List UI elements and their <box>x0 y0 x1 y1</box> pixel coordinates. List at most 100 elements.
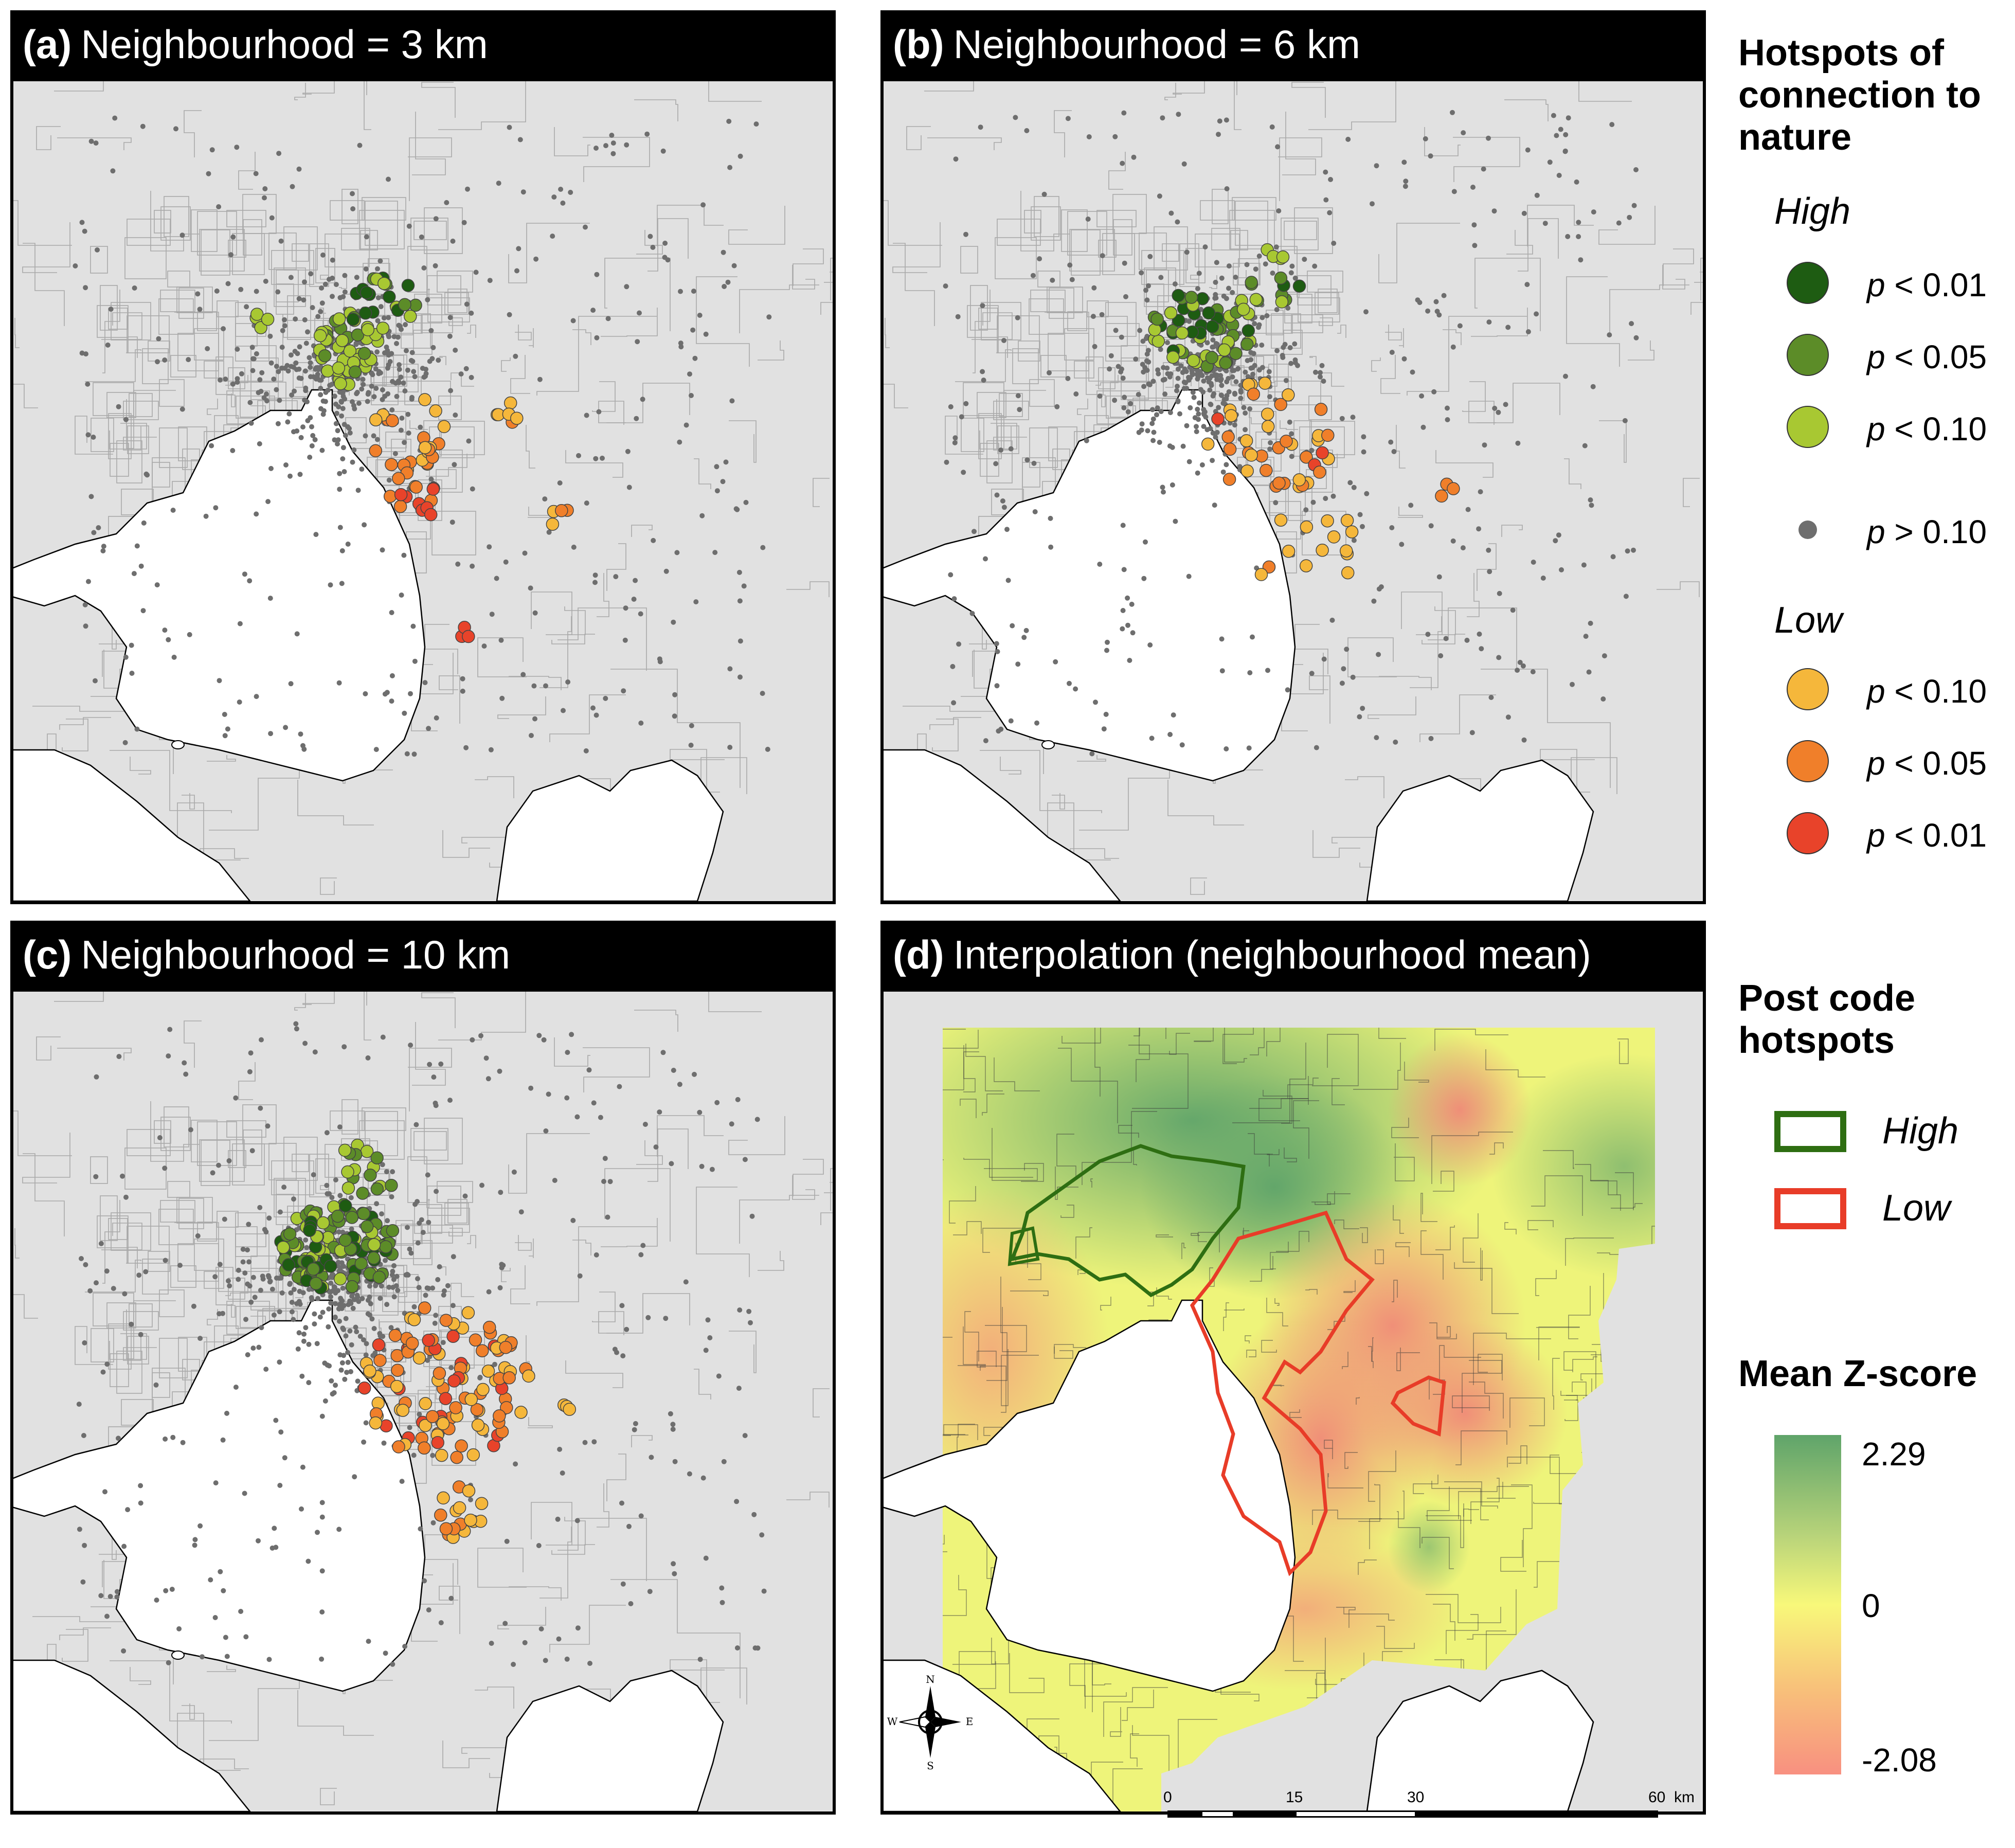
point-nonsignificant <box>596 409 602 415</box>
point-nonsignificant <box>1226 389 1232 394</box>
point-nonsignificant <box>309 424 314 429</box>
point-nonsignificant <box>312 1049 318 1055</box>
point-nonsignificant <box>354 391 359 397</box>
point-nonsignificant <box>404 1271 410 1277</box>
point-nonsignificant <box>324 1182 330 1188</box>
point-nonsignificant <box>1471 222 1477 228</box>
point-nonsignificant <box>607 1179 613 1185</box>
point-nonsignificant <box>1191 394 1197 400</box>
point-nonsignificant <box>1470 185 1476 190</box>
point-low-hotspot <box>1272 476 1286 490</box>
point-nonsignificant <box>1576 220 1581 225</box>
point-nonsignificant <box>375 266 380 272</box>
point-low-hotspot <box>1321 428 1335 442</box>
point-nonsignificant <box>259 1325 264 1331</box>
point-nonsignificant <box>568 190 573 195</box>
point-low-hotspot <box>493 1409 506 1423</box>
point-nonsignificant <box>1415 297 1420 303</box>
point-nonsignificant <box>295 1346 301 1352</box>
point-nonsignificant <box>1175 375 1181 381</box>
point-nonsignificant <box>300 424 305 430</box>
point-nonsignificant <box>1251 351 1256 356</box>
point-nonsignificant <box>274 364 279 369</box>
point-nonsignificant <box>359 1296 365 1301</box>
point-nonsignificant <box>1486 547 1491 553</box>
point-nonsignificant <box>603 695 608 701</box>
point-high-hotspot <box>1217 343 1231 357</box>
point-nonsignificant <box>1263 261 1268 267</box>
point-nonsignificant <box>369 1316 375 1322</box>
point-nonsignificant <box>1195 406 1200 412</box>
point-nonsignificant <box>1041 191 1047 197</box>
point-nonsignificant <box>340 445 346 451</box>
point-nonsignificant <box>179 232 185 238</box>
point-nonsignificant <box>324 1130 330 1136</box>
point-nonsignificant <box>1150 438 1156 443</box>
point-high-hotspot <box>338 1199 352 1213</box>
point-nonsignificant <box>100 1369 106 1375</box>
point-nonsignificant <box>302 317 308 322</box>
point-nonsignificant <box>557 1446 563 1452</box>
point-high-hotspot <box>348 365 362 379</box>
point-nonsignificant <box>405 411 411 417</box>
point-nonsignificant <box>1120 375 1126 381</box>
point-nonsignificant <box>319 1656 325 1662</box>
point-nonsignificant <box>297 1288 302 1294</box>
point-low-hotspot <box>1321 514 1334 528</box>
point-nonsignificant <box>262 186 268 191</box>
point-nonsignificant <box>1144 297 1150 303</box>
point-nonsignificant <box>1329 617 1335 623</box>
point-nonsignificant <box>182 1060 187 1066</box>
point-nonsignificant <box>994 683 1000 689</box>
point-nonsignificant <box>451 1254 456 1260</box>
point-nonsignificant <box>994 641 999 647</box>
point-nonsignificant <box>401 552 407 558</box>
point-nonsignificant <box>169 1587 175 1592</box>
point-nonsignificant <box>265 1273 271 1279</box>
point-nonsignificant <box>220 1311 225 1316</box>
point-nonsignificant <box>1267 446 1273 452</box>
point-nonsignificant <box>1289 431 1294 437</box>
point-nonsignificant <box>1547 159 1553 165</box>
point-nonsignificant <box>487 544 492 550</box>
point-nonsignificant <box>289 352 294 358</box>
point-nonsignificant <box>217 678 222 684</box>
point-nonsignificant <box>402 1644 408 1649</box>
point-nonsignificant <box>1607 332 1612 338</box>
point-nonsignificant <box>601 1179 606 1184</box>
point-nonsignificant <box>81 1433 86 1438</box>
legend-entry-low: p < 0.10 <box>1785 666 2006 712</box>
point-nonsignificant <box>1235 366 1241 371</box>
point-nonsignificant <box>660 148 666 154</box>
point-nonsignificant <box>289 392 295 398</box>
point-nonsignificant <box>143 1269 149 1275</box>
point-nonsignificant <box>386 176 391 182</box>
point-nonsignificant <box>380 397 385 402</box>
point-nonsignificant <box>555 1516 561 1522</box>
point-nonsignificant <box>350 399 355 405</box>
point-nonsignificant <box>633 1421 638 1426</box>
point-nonsignificant <box>736 569 742 575</box>
point-nonsignificant <box>401 380 406 386</box>
point-low-hotspot <box>453 1501 466 1515</box>
point-nonsignificant <box>1556 532 1561 538</box>
point-nonsignificant <box>287 473 293 479</box>
point-nonsignificant <box>345 1359 351 1365</box>
point-nonsignificant <box>402 388 408 394</box>
point-nonsignificant <box>657 1109 662 1115</box>
point-nonsignificant <box>197 307 203 312</box>
point-nonsignificant <box>1428 735 1434 741</box>
point-low-hotspot <box>475 1344 489 1357</box>
point-nonsignificant <box>624 142 629 148</box>
point-nonsignificant <box>516 246 521 252</box>
point-high-hotspot <box>250 308 264 321</box>
point-nonsignificant <box>1465 507 1471 512</box>
point-nonsignificant <box>82 1542 87 1548</box>
legend-label: p < 0.05 <box>1867 338 1987 375</box>
point-nonsignificant <box>249 1148 255 1154</box>
point-high-hotspot <box>398 298 411 312</box>
point-nonsignificant <box>1213 279 1218 285</box>
point-nonsignificant <box>1361 449 1366 455</box>
point-nonsignificant <box>1274 307 1280 312</box>
point-nonsignificant <box>1224 296 1229 301</box>
